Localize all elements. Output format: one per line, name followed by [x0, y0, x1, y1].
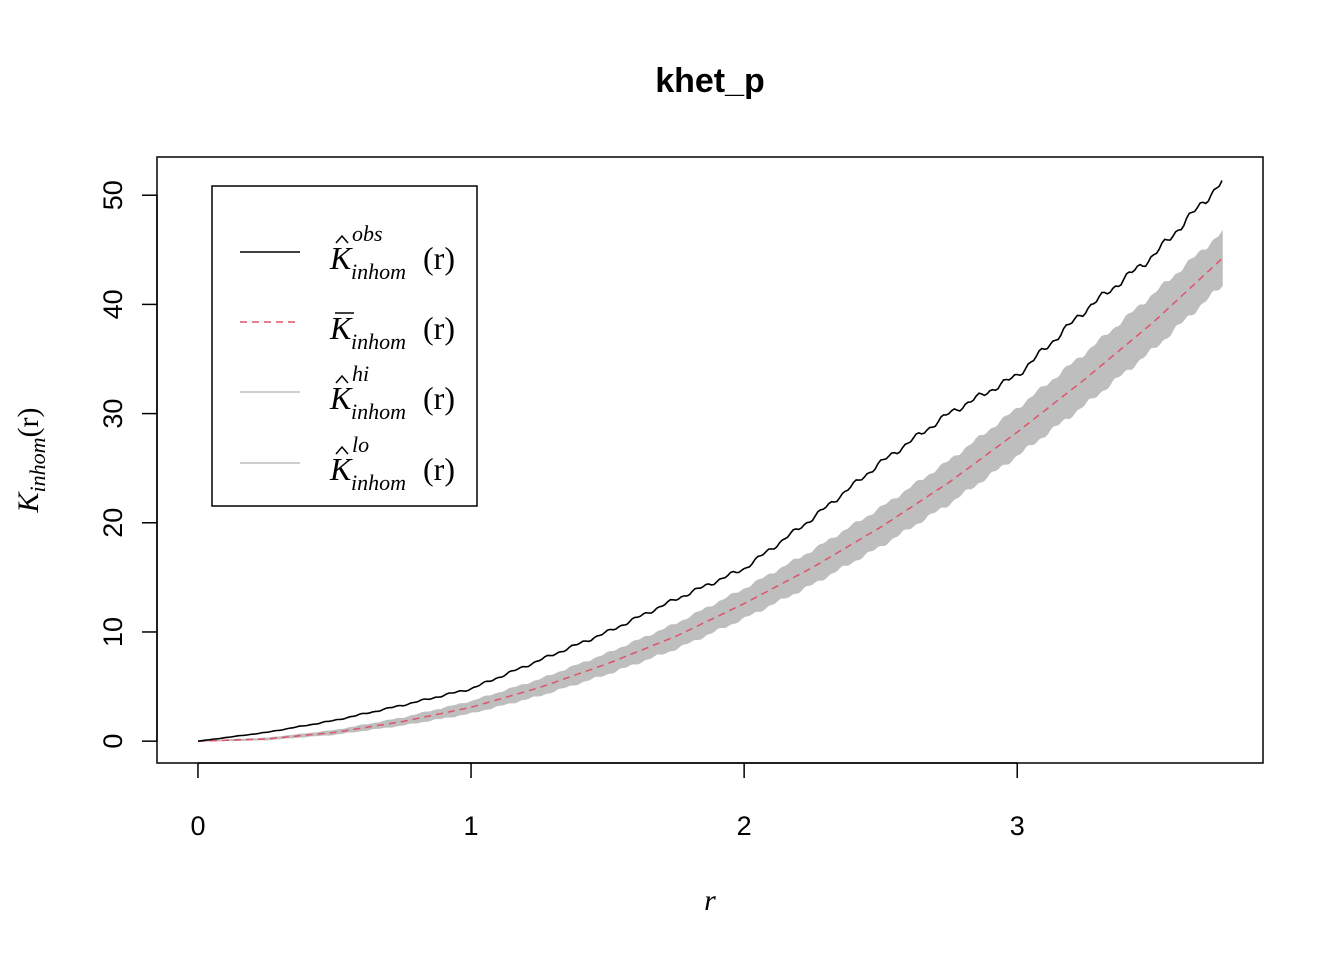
legend-item-lo: Klo inhom (r) [240, 432, 455, 495]
chart-title: khet_p [655, 62, 765, 100]
x-axis: 0 1 2 3 [190, 762, 1025, 841]
series-layer [197, 180, 1223, 742]
legend-label-main: K [329, 451, 353, 487]
x-axis-label: r [704, 884, 716, 917]
y-axis-label-sub: inhom [25, 437, 50, 492]
legend-label-sup: obs [352, 221, 383, 246]
hat-accent [335, 374, 349, 384]
legend-label-main: K [329, 240, 353, 276]
legend-label-sup: lo [352, 432, 369, 457]
y-axis: 0 10 20 30 40 50 [98, 180, 158, 749]
y-axis-label-arg: (r) [12, 408, 45, 438]
y-tick-label: 20 [98, 508, 128, 538]
legend-label-main: K [329, 310, 353, 346]
legend-label-arg: (r) [423, 310, 455, 346]
x-tick-label: 1 [464, 811, 479, 841]
y-tick-label: 40 [98, 289, 128, 319]
y-tick-label: 50 [98, 180, 128, 210]
y-axis-label: Kinhom(r) [12, 408, 50, 514]
x-tick-label: 2 [737, 811, 752, 841]
legend-label-sub: inhom [351, 259, 406, 284]
y-tick-label: 10 [98, 617, 128, 647]
legend-label-arg: (r) [423, 240, 455, 276]
envelope-band [197, 229, 1223, 742]
legend-label-sub: inhom [351, 470, 406, 495]
envelope-band-layer [197, 229, 1223, 742]
y-tick-label: 0 [98, 734, 128, 749]
legend-item-hi: Khi inhom (r) [240, 361, 455, 424]
y-axis-label-main: K [12, 491, 45, 514]
series-line-theo [197, 257, 1223, 742]
x-tick-label: 3 [1010, 811, 1025, 841]
legend-label-arg: (r) [423, 451, 455, 487]
svg-text:Kinhom(r): Kinhom(r) [12, 408, 50, 514]
y-tick-label: 30 [98, 399, 128, 429]
legend-label-main: K [329, 380, 353, 416]
hat-accent [335, 445, 349, 455]
hat-accent [335, 234, 349, 244]
series-line-obs [197, 180, 1223, 742]
legend-label-sub: inhom [351, 399, 406, 424]
legend-label-arg: (r) [423, 380, 455, 416]
legend-label-sub: inhom [351, 329, 406, 354]
legend-label-sup: hi [352, 361, 369, 386]
x-tick-label: 0 [190, 811, 205, 841]
